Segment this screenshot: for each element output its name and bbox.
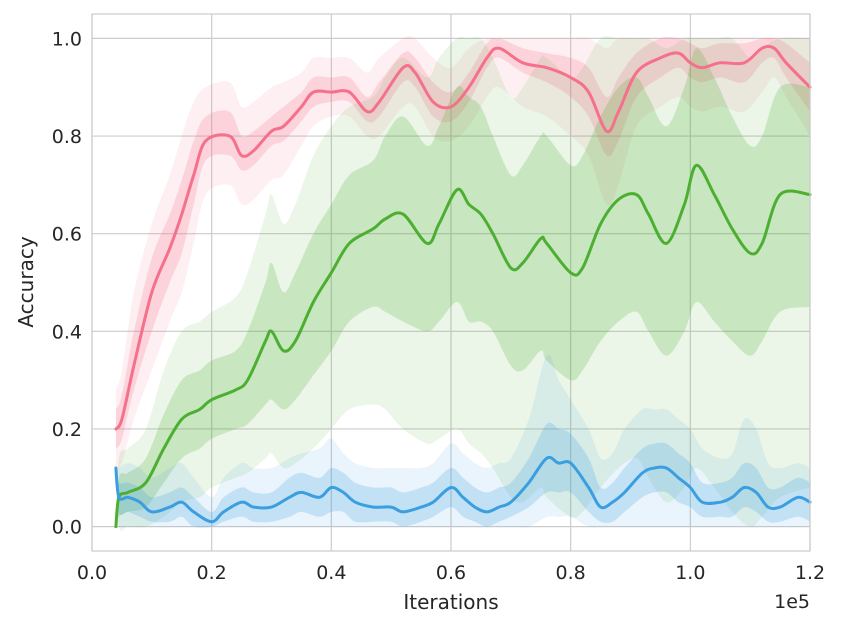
series-lines	[114, 44, 812, 529]
y-axis-label: Accuracy	[14, 236, 38, 327]
x-tick-label: 0.6	[436, 562, 466, 584]
y-tick-label: 0.8	[52, 126, 82, 148]
x-axis-label: Iterations	[403, 590, 498, 614]
series-line	[114, 455, 812, 524]
x-tick-label: 0.2	[197, 562, 227, 584]
x-axis-offset-text: 1e5	[774, 591, 810, 613]
series-outer-band	[115, 354, 810, 531]
series-outer-band	[115, 36, 810, 528]
x-tick-label: 0.8	[556, 562, 586, 584]
x-tick-label: 0.0	[77, 562, 107, 584]
series-inner-band	[115, 48, 810, 527]
series-outer-band	[115, 36, 810, 469]
y-tick-label: 1.0	[52, 28, 82, 50]
y-tick-label: 0.2	[52, 419, 82, 441]
series-line	[114, 44, 812, 431]
y-tick-label: 0.6	[52, 224, 82, 246]
confidence-bands	[115, 36, 810, 531]
series-line	[114, 163, 812, 529]
x-tick-labels: 0.0 0.2 0.4 0.6 0.8 1.0 1.2	[77, 562, 825, 584]
y-tick-label: 0.0	[52, 517, 82, 539]
x-tick-label: 0.4	[316, 562, 346, 584]
series-inner-band	[115, 37, 810, 449]
grid	[91, 14, 811, 551]
y-tick-label: 0.4	[52, 321, 82, 343]
x-tick-label: 1.2	[795, 562, 825, 584]
y-tick-labels: 0.0 0.2 0.4 0.6 0.8 1.0	[52, 28, 82, 538]
x-tick-label: 1.0	[675, 562, 705, 584]
plot-frame	[91, 13, 811, 552]
series-inner-band	[115, 422, 810, 528]
